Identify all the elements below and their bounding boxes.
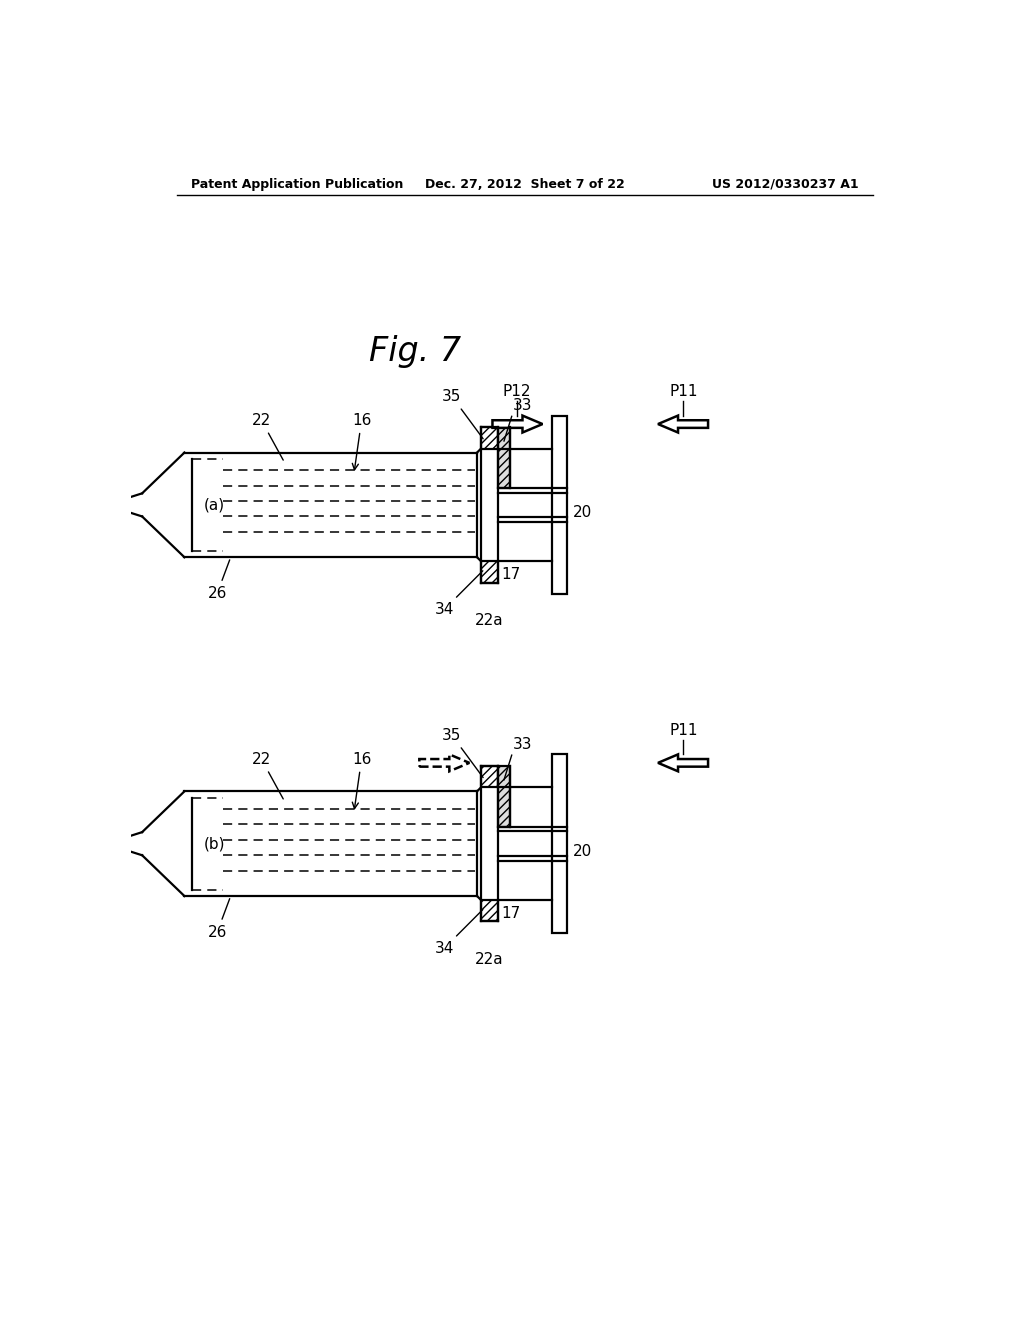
Text: 34: 34 xyxy=(434,909,482,956)
Text: US 2012/0330237 A1: US 2012/0330237 A1 xyxy=(713,178,859,190)
Text: 35: 35 xyxy=(442,389,483,438)
Text: 26: 26 xyxy=(208,899,229,940)
Text: 26: 26 xyxy=(208,560,229,601)
Text: 22: 22 xyxy=(252,413,284,461)
Text: 34: 34 xyxy=(434,570,482,616)
Text: 22: 22 xyxy=(252,751,284,799)
Text: (b): (b) xyxy=(204,836,225,851)
Bar xyxy=(498,428,510,488)
Bar xyxy=(498,766,510,826)
Text: P11: P11 xyxy=(669,723,697,738)
Text: 33: 33 xyxy=(513,399,532,413)
Text: 17: 17 xyxy=(502,906,521,921)
Polygon shape xyxy=(658,755,708,771)
Text: 20: 20 xyxy=(573,506,593,520)
Bar xyxy=(481,900,498,921)
Text: 17: 17 xyxy=(502,568,521,582)
Text: P11: P11 xyxy=(669,384,697,400)
Text: 16: 16 xyxy=(352,751,372,809)
Text: 33: 33 xyxy=(513,737,532,752)
Text: 35: 35 xyxy=(442,727,483,777)
Text: 20: 20 xyxy=(573,843,593,859)
Text: 22a: 22a xyxy=(475,952,504,968)
Bar xyxy=(481,561,498,582)
Text: Fig. 7: Fig. 7 xyxy=(370,335,462,368)
Text: P12: P12 xyxy=(503,384,531,400)
Polygon shape xyxy=(419,755,469,771)
Polygon shape xyxy=(493,416,543,433)
Bar xyxy=(552,755,567,933)
Bar xyxy=(552,416,567,594)
Text: 22a: 22a xyxy=(475,614,504,628)
Bar xyxy=(481,766,498,788)
Text: Dec. 27, 2012  Sheet 7 of 22: Dec. 27, 2012 Sheet 7 of 22 xyxy=(425,178,625,190)
Bar xyxy=(481,428,498,449)
Text: Patent Application Publication: Patent Application Publication xyxy=(190,178,403,190)
Text: 16: 16 xyxy=(352,413,372,470)
Polygon shape xyxy=(658,416,708,433)
Text: (a): (a) xyxy=(204,498,225,512)
